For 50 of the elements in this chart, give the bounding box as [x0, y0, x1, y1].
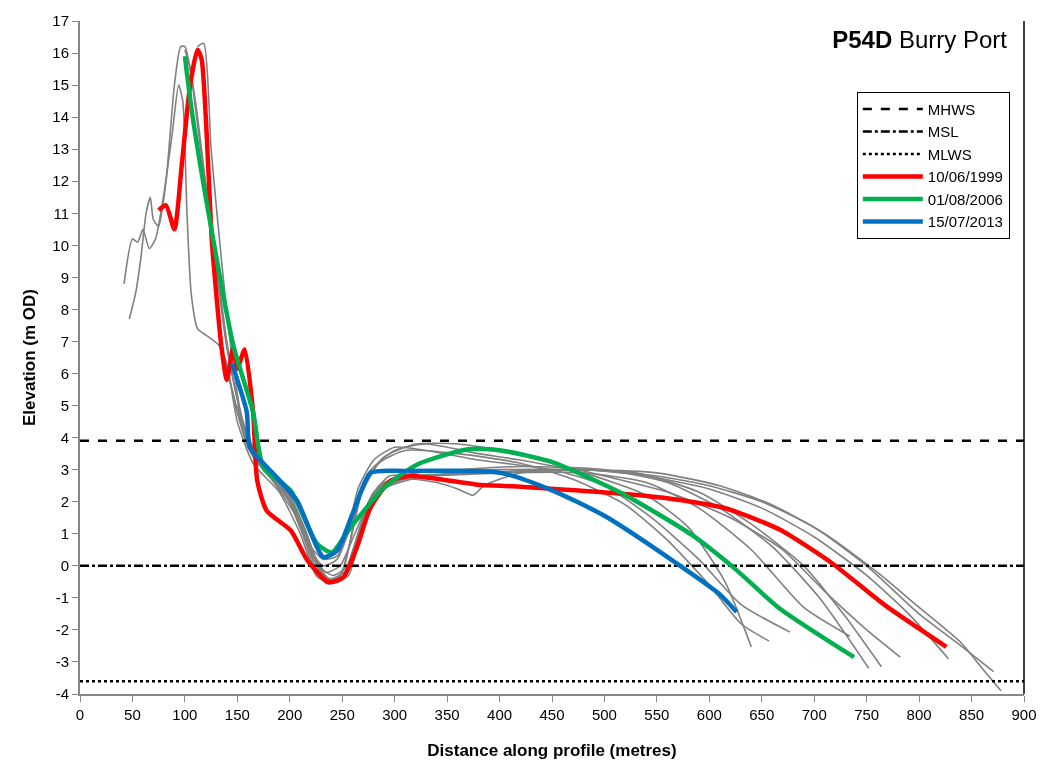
y-tick-label: -2: [55, 621, 69, 639]
x-tick-label: 800: [906, 706, 932, 723]
y-tick-label: 12: [52, 172, 69, 190]
y-tick-label: 4: [60, 428, 69, 446]
y-tick-label: 0: [60, 557, 69, 575]
y-tick-label: 15: [52, 76, 69, 94]
x-tick-label: 350: [434, 706, 460, 723]
y-tick-label: 8: [60, 300, 69, 318]
x-tick-label: 0: [75, 706, 85, 723]
x-tick-label: 750: [854, 706, 880, 723]
x-tick-label: 100: [172, 706, 198, 723]
y-tick-label: 7: [60, 332, 69, 350]
x-tick-label: 650: [749, 706, 775, 723]
y-tick-label: 1: [60, 525, 69, 543]
y-tick-label: 9: [60, 268, 69, 286]
y-axis-title: Elevation (m OD): [20, 289, 39, 426]
y-tick-label: 5: [60, 396, 69, 414]
x-tick-label: 50: [124, 706, 141, 723]
x-tick-label: 900: [1011, 706, 1037, 723]
y-tick-label: 13: [52, 140, 69, 158]
y-tick-label: 6: [60, 364, 69, 382]
y-tick-label: 10: [52, 236, 69, 254]
x-tick-label: 250: [329, 706, 355, 723]
x-tick-label: 500: [591, 706, 617, 723]
y-tick-label: 14: [52, 108, 69, 126]
x-axis-title: Distance along profile (metres): [427, 741, 677, 760]
chart-title: P54D Burry Port: [832, 25, 1008, 53]
x-tick-label: 300: [382, 706, 408, 723]
legend-label: MSL: [927, 123, 959, 141]
y-tick-label: 2: [60, 492, 69, 510]
x-tick-label: 850: [959, 706, 985, 723]
x-tick-label: 600: [696, 706, 722, 723]
legend-label: MLWS: [927, 145, 972, 163]
x-tick-label: 150: [224, 706, 250, 723]
y-tick-label: 17: [52, 12, 69, 30]
legend-label: 01/08/2006: [927, 190, 1003, 208]
legend-label: 15/07/2013: [927, 213, 1003, 231]
x-tick-label: 700: [801, 706, 827, 723]
y-tick-label: 16: [52, 44, 69, 62]
x-tick-label: 450: [539, 706, 565, 723]
y-tick-label: 3: [60, 460, 69, 478]
y-tick-label: -3: [55, 653, 69, 671]
legend-label: 10/06/1999: [927, 168, 1003, 186]
y-tick-label: -1: [55, 589, 69, 607]
legend-label: MHWS: [927, 100, 976, 118]
x-tick-label: 550: [644, 706, 670, 723]
x-tick-label: 400: [487, 706, 513, 723]
y-tick-label: -4: [55, 685, 69, 703]
y-tick-label: 11: [53, 204, 69, 222]
x-tick-label: 200: [277, 706, 303, 723]
